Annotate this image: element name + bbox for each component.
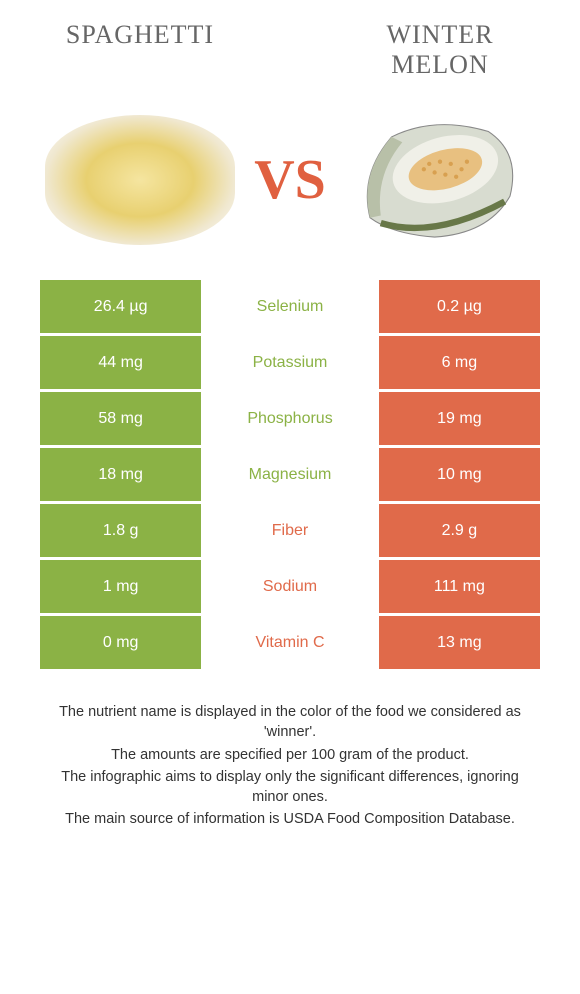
footer-line: The infographic aims to display only the… xyxy=(45,767,535,808)
cell-nutrient-name: Selenium xyxy=(201,280,378,333)
cell-left-value: 18 mg xyxy=(40,448,201,501)
cell-right-value: 13 mg xyxy=(379,616,540,669)
cell-right-value: 6 mg xyxy=(379,336,540,389)
cell-left-value: 26.4 µg xyxy=(40,280,201,333)
vs-text: VS xyxy=(254,148,326,212)
cell-right-value: 19 mg xyxy=(379,392,540,445)
cell-left-value: 1.8 g xyxy=(40,504,201,557)
cell-nutrient-name: Magnesium xyxy=(201,448,378,501)
cell-nutrient-name: Phosphorus xyxy=(201,392,378,445)
footer-line: The amounts are specified per 100 gram o… xyxy=(45,745,535,765)
cell-left-value: 58 mg xyxy=(40,392,201,445)
header: Spaghetti Winter melon xyxy=(20,20,560,80)
cell-left-value: 0 mg xyxy=(40,616,201,669)
footer-line: The nutrient name is displayed in the co… xyxy=(45,702,535,743)
cell-right-value: 2.9 g xyxy=(379,504,540,557)
cell-left-value: 44 mg xyxy=(40,336,201,389)
cell-nutrient-name: Fiber xyxy=(201,504,378,557)
cell-nutrient-name: Sodium xyxy=(201,560,378,613)
table-row: 58 mgPhosphorus19 mg xyxy=(40,392,540,448)
title-left: Spaghetti xyxy=(40,20,240,50)
footer-notes: The nutrient name is displayed in the co… xyxy=(20,702,560,830)
spaghetti-image xyxy=(40,110,240,250)
table-row: 1.8 gFiber2.9 g xyxy=(40,504,540,560)
cell-nutrient-name: Vitamin C xyxy=(201,616,378,669)
cell-right-value: 111 mg xyxy=(379,560,540,613)
melon-image xyxy=(340,110,540,250)
cell-left-value: 1 mg xyxy=(40,560,201,613)
nutrient-table: 26.4 µgSelenium0.2 µg44 mgPotassium6 mg5… xyxy=(40,280,540,672)
cell-right-value: 0.2 µg xyxy=(379,280,540,333)
cell-right-value: 10 mg xyxy=(379,448,540,501)
cell-nutrient-name: Potassium xyxy=(201,336,378,389)
table-row: 26.4 µgSelenium0.2 µg xyxy=(40,280,540,336)
table-row: 1 mgSodium111 mg xyxy=(40,560,540,616)
table-row: 18 mgMagnesium10 mg xyxy=(40,448,540,504)
table-row: 44 mgPotassium6 mg xyxy=(40,336,540,392)
table-row: 0 mgVitamin C13 mg xyxy=(40,616,540,672)
images-row: VS xyxy=(20,110,560,250)
footer-line: The main source of information is USDA F… xyxy=(45,809,535,829)
title-right: Winter melon xyxy=(340,20,540,80)
